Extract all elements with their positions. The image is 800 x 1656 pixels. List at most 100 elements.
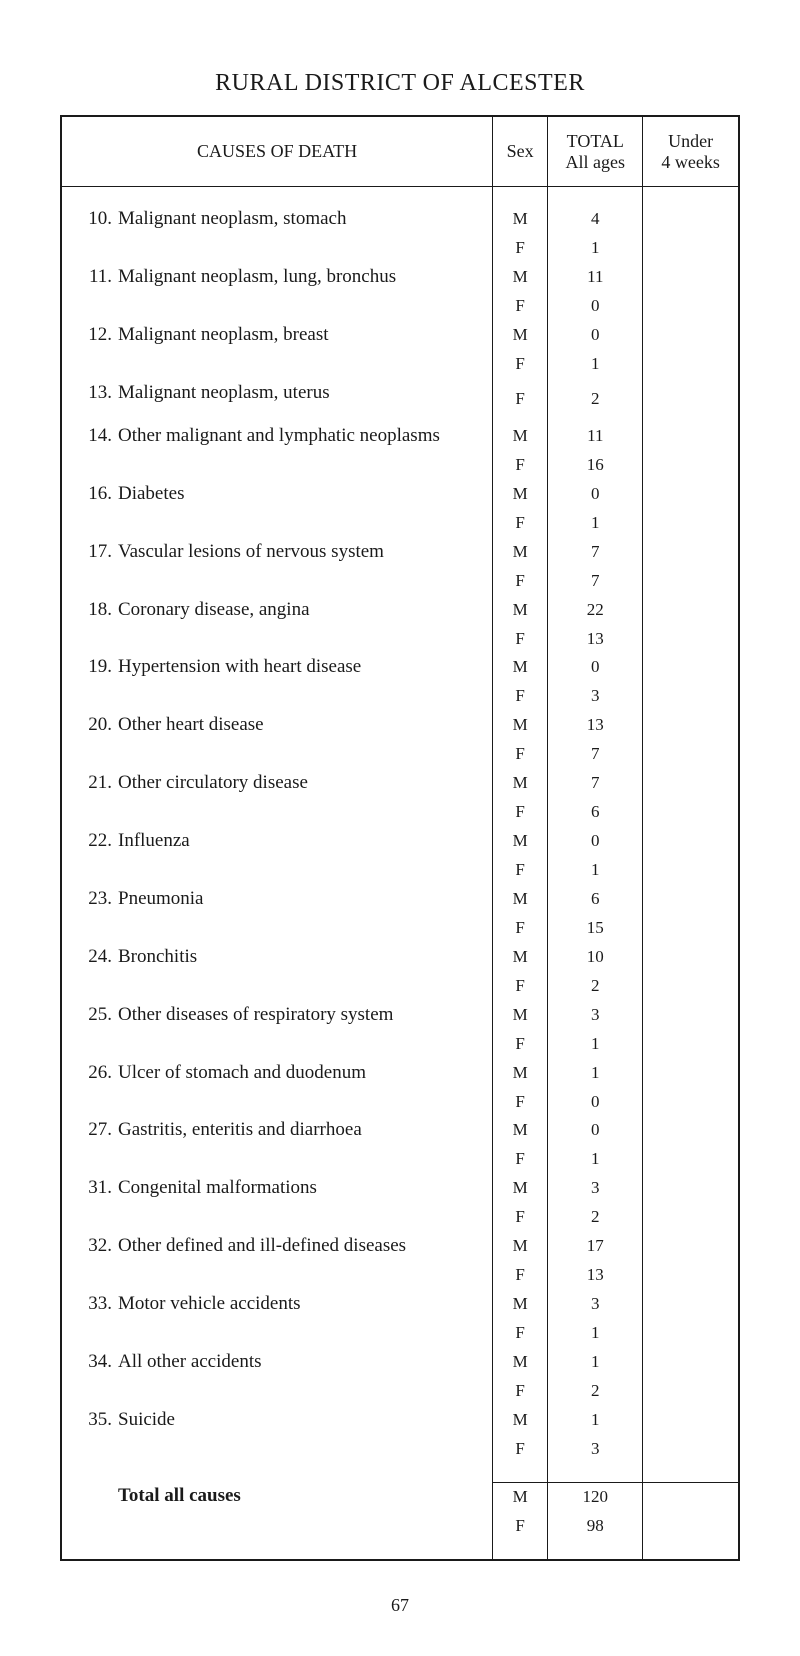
under-m (643, 1406, 738, 1435)
value-m: 7 (548, 538, 643, 567)
cause-cell: 22.Influenza (62, 827, 493, 885)
sex-m: M (493, 422, 548, 451)
table-row: 21.Other circulatory diseaseM7 (62, 769, 738, 798)
sex-f: F (493, 1030, 548, 1059)
under-m (643, 1059, 738, 1088)
cause-number: 18. (80, 599, 112, 621)
sex-m: M (493, 1001, 548, 1030)
sex-m: M (493, 827, 548, 856)
sex-m: M (493, 480, 548, 509)
body-bottom-spacer (62, 1464, 738, 1483)
cause-text: Motor vehicle accidents (118, 1293, 301, 1314)
cause-number: 14. (80, 425, 112, 447)
cause-text: Coronary disease, angina (118, 599, 310, 620)
under-m (643, 1232, 738, 1261)
value-f: 1 (548, 234, 643, 263)
under-f (643, 567, 738, 596)
value-f: 2 (548, 385, 643, 414)
cause-cell: 25.Other diseases of respiratory system (62, 1001, 493, 1059)
cause-text: Other circulatory disease (118, 772, 308, 793)
value-m: 6 (548, 885, 643, 914)
sex-f: F (493, 972, 548, 1001)
value-m: 3 (548, 1290, 643, 1319)
sex-f: F (493, 1377, 548, 1406)
cause-text: Malignant neoplasm, uterus (118, 382, 330, 403)
under-f (643, 856, 738, 885)
sex-m: M (493, 1116, 548, 1145)
total-under-f (643, 1512, 738, 1541)
under-m (643, 263, 738, 292)
cause-cell: 19. Hypertension with heart disease (62, 653, 493, 711)
sex-m: M (493, 653, 548, 682)
total-val-f: 98 (548, 1512, 643, 1541)
page-number: 67 (60, 1595, 740, 1616)
total-sex-f: F (493, 1512, 548, 1541)
cause-number: 17. (80, 541, 112, 563)
value-m: 1 (548, 1348, 643, 1377)
table-row: 12.Malignant neoplasm, breastM0 (62, 321, 738, 350)
under-m (643, 943, 738, 972)
under-f (643, 1203, 738, 1232)
cause-cell: 27.Gastritis, enteritis and diarrhoea (62, 1116, 493, 1174)
total-label: Total all causes (118, 1485, 241, 1506)
table-row: 23.PneumoniaM6 (62, 885, 738, 914)
cause-text: Pneumonia (118, 888, 204, 909)
table-row: 16.DiabetesM0 (62, 480, 738, 509)
causes-table: CAUSES OF DEATH Sex TOTAL All ages Under… (62, 117, 738, 1559)
cause-number: 31. (80, 1177, 112, 1199)
sex-f: F (493, 798, 548, 827)
sex-m: M (493, 1174, 548, 1203)
value-f: 15 (548, 914, 643, 943)
table-row: 20.Other heart diseaseM13 (62, 711, 738, 740)
table-row: 17.Vascular lesions of nervous systemM7 (62, 538, 738, 567)
table-row: 25.Other diseases of respiratory systemM… (62, 1001, 738, 1030)
sex-f: F (493, 682, 548, 711)
sex-f: F (493, 509, 548, 538)
cause-text: Vascular lesions of nervous system (118, 541, 384, 562)
value-f: 7 (548, 567, 643, 596)
value-m: 0 (548, 827, 643, 856)
value-m: 0 (548, 480, 643, 509)
value-f: 13 (548, 1261, 643, 1290)
table-end-spacer (62, 1541, 738, 1559)
value-f: 1 (548, 509, 643, 538)
under-f (643, 509, 738, 538)
sex-f: F (493, 350, 548, 379)
table-row: 35.SuicideM1 (62, 1406, 738, 1435)
sex-m: M (493, 885, 548, 914)
cause-text: Ulcer of stomach and duodenum (118, 1062, 366, 1083)
value-m: 13 (548, 711, 643, 740)
table-header-row: CAUSES OF DEATH Sex TOTAL All ages Under… (62, 117, 738, 187)
table-gap-row (62, 414, 738, 422)
under-f (643, 1319, 738, 1348)
value-f: 6 (548, 798, 643, 827)
under-f (643, 972, 738, 1001)
under-m (643, 480, 738, 509)
under-f (643, 451, 738, 480)
value-f: 7 (548, 740, 643, 769)
under-m (643, 769, 738, 798)
cause-cell: 23.Pneumonia (62, 885, 493, 943)
sex-f: F (493, 914, 548, 943)
sex-m: M (493, 1290, 548, 1319)
cause-number: 16. (80, 483, 112, 505)
sex-f: F (493, 625, 548, 654)
cause-text: Other diseases of respiratory system (118, 1004, 393, 1025)
under-f (643, 1088, 738, 1117)
sex-f: F (493, 1261, 548, 1290)
value-f: 1 (548, 1145, 643, 1174)
value-f: 0 (548, 292, 643, 321)
cause-text: Bronchitis (118, 946, 197, 967)
table-row: 10.Malignant neoplasm, stomachM4 (62, 205, 738, 234)
table-row: 24.BronchitisM10 (62, 943, 738, 972)
under-f (643, 1145, 738, 1174)
cause-cell: 17. Vascular lesions of nervous system (62, 538, 493, 596)
under-m (643, 1290, 738, 1319)
cause-text: Hypertension with heart disease (118, 656, 361, 677)
cause-number: 10. (80, 208, 112, 230)
cause-number: 19. (80, 656, 112, 678)
sex-f: F (493, 740, 548, 769)
sex-f: F (493, 1319, 548, 1348)
under-m (643, 422, 738, 451)
cause-cell: 18. Coronary disease, angina (62, 596, 493, 654)
